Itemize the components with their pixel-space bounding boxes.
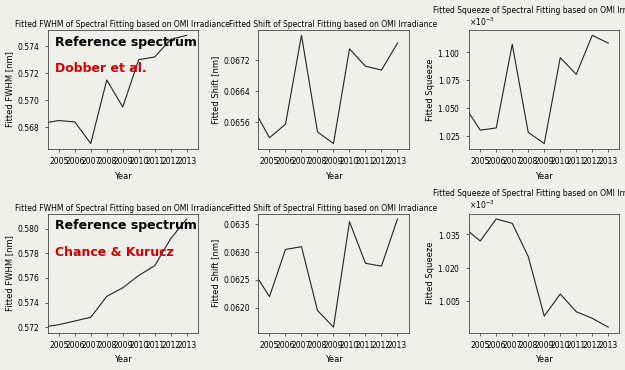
Text: Reference spectrum: Reference spectrum	[55, 36, 197, 49]
Y-axis label: Fitted Shift [nm]: Fitted Shift [nm]	[211, 239, 221, 307]
X-axis label: Year: Year	[536, 356, 553, 364]
Title: Fitted Shift of Spectral Fitting based on OMI Irradiance: Fitted Shift of Spectral Fitting based o…	[229, 20, 438, 29]
Text: Reference spectrum: Reference spectrum	[55, 219, 197, 232]
Title: Fitted Squeeze of Spectral Fitting based on OMI Irradiance: Fitted Squeeze of Spectral Fitting based…	[432, 6, 625, 14]
Title: Fitted FWHM of Spectral Fitting based on OMI Irradiance: Fitted FWHM of Spectral Fitting based on…	[15, 20, 230, 29]
Y-axis label: Fitted FWHM [nm]: Fitted FWHM [nm]	[6, 235, 14, 311]
Text: Chance & Kurucz: Chance & Kurucz	[55, 246, 174, 259]
Y-axis label: Fitted Squeeze: Fitted Squeeze	[426, 242, 434, 304]
X-axis label: Year: Year	[114, 356, 132, 364]
Y-axis label: Fitted Squeeze: Fitted Squeeze	[426, 58, 434, 121]
X-axis label: Year: Year	[114, 172, 132, 181]
Text: Dobber et al.: Dobber et al.	[55, 62, 147, 75]
X-axis label: Year: Year	[536, 172, 553, 181]
Title: Fitted Shift of Spectral Fitting based on OMI Irradiance: Fitted Shift of Spectral Fitting based o…	[229, 204, 438, 213]
Title: Fitted FWHM of Spectral Fitting based on OMI Irradiance: Fitted FWHM of Spectral Fitting based on…	[15, 204, 230, 213]
Title: Fitted Squeeze of Spectral Fitting based on OMI Irradiance: Fitted Squeeze of Spectral Fitting based…	[432, 189, 625, 198]
Y-axis label: Fitted Shift [nm]: Fitted Shift [nm]	[211, 55, 221, 124]
Y-axis label: Fitted FWHM [nm]: Fitted FWHM [nm]	[6, 51, 14, 127]
X-axis label: Year: Year	[324, 356, 342, 364]
X-axis label: Year: Year	[324, 172, 342, 181]
